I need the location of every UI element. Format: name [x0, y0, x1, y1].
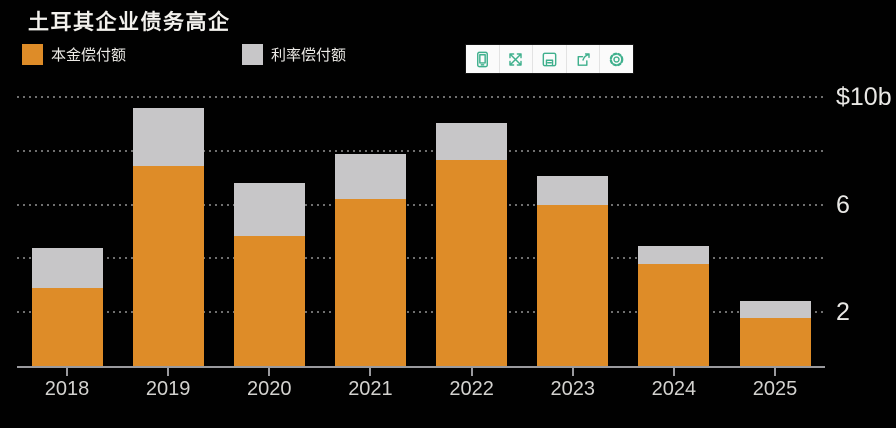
x-axis-label-2019: 2019 — [145, 378, 191, 400]
x-axis-tick-2018 — [66, 367, 68, 376]
gridline-8 — [17, 149, 827, 152]
bar-segment-principal-2021[interactable] — [334, 199, 406, 366]
plot-area: $10b 6 2 2018 2019 2020 2021 2022 2023 2024 2025 — [17, 84, 892, 400]
bar-segment-interest-2025[interactable] — [739, 301, 811, 318]
bar-segment-principal-2025[interactable] — [739, 317, 811, 366]
x-axis-tick-2022 — [470, 367, 473, 376]
x-axis-label-2024: 2024 — [651, 378, 697, 400]
gridline-2 — [17, 311, 827, 314]
x-axis-line — [17, 366, 825, 368]
bar-segment-interest-2021[interactable] — [334, 153, 406, 200]
legend: 本金偿付额 利率偿付额 — [22, 44, 442, 65]
export-icon — [577, 52, 590, 66]
y-axis-label-6: 6 — [836, 190, 850, 219]
gridline-4 — [17, 257, 827, 260]
bar-segment-principal-2018[interactable] — [31, 288, 103, 366]
x-axis-label-2022: 2022 — [449, 378, 494, 400]
settings-button[interactable] — [600, 45, 633, 73]
x-axis-label-2021: 2021 — [348, 378, 393, 400]
bar-segment-interest-2024[interactable] — [638, 246, 710, 264]
settings-icon — [609, 52, 624, 66]
x-axis-tick-2021 — [369, 367, 372, 376]
bar-segment-interest-2023[interactable] — [537, 176, 609, 205]
bar-segment-interest-2019[interactable] — [132, 107, 204, 166]
x-axis-label-2020: 2020 — [247, 378, 292, 400]
legend-label-interest: 利率偿付额 — [271, 47, 347, 64]
bar-segment-interest-2022[interactable] — [436, 122, 508, 161]
legend-label-principal: 本金偿付额 — [51, 47, 127, 64]
fullscreen-button[interactable] — [500, 45, 534, 73]
y-axis-label-2: 2 — [836, 298, 850, 327]
x-axis-label-2018: 2018 — [44, 378, 90, 400]
x-axis-tick-2024 — [672, 367, 675, 376]
mobile-view-icon — [476, 51, 488, 67]
x-axis-label-2023: 2023 — [550, 378, 596, 400]
x-axis-tick-2019 — [167, 367, 170, 376]
bar-segment-interest-2018[interactable] — [31, 247, 103, 288]
page-title: 土耳其企业债务高企 — [28, 11, 231, 34]
gridline-6 — [17, 203, 827, 206]
y-axis-label-10: $10b — [836, 83, 892, 111]
bar-segment-interest-2020[interactable] — [233, 183, 305, 236]
save-icon — [542, 52, 557, 66]
x-axis-tick-2023 — [571, 367, 574, 376]
bar-segment-principal-2023[interactable] — [537, 204, 609, 366]
x-axis-label-2025: 2025 — [752, 378, 798, 400]
legend-swatch-interest — [242, 44, 263, 65]
x-axis-tick-2025 — [774, 367, 777, 376]
save-button[interactable] — [533, 45, 567, 73]
legend-item-interest[interactable]: 利率偿付额 — [242, 44, 346, 65]
gridline-10 — [17, 96, 827, 98]
export-button[interactable] — [567, 45, 601, 73]
mobile-view-button[interactable] — [466, 45, 500, 73]
fullscreen-icon — [509, 52, 523, 66]
bar-segment-principal-2024[interactable] — [638, 263, 710, 366]
x-axis-tick-2020 — [268, 367, 271, 376]
bar-segment-principal-2020[interactable] — [233, 235, 305, 366]
chart-toolbar — [466, 45, 633, 73]
legend-item-principal[interactable]: 本金偿付额 — [22, 44, 126, 65]
bar-segment-principal-2022[interactable] — [436, 160, 508, 366]
legend-swatch-principal — [22, 44, 43, 65]
bar-segment-principal-2019[interactable] — [132, 165, 204, 366]
